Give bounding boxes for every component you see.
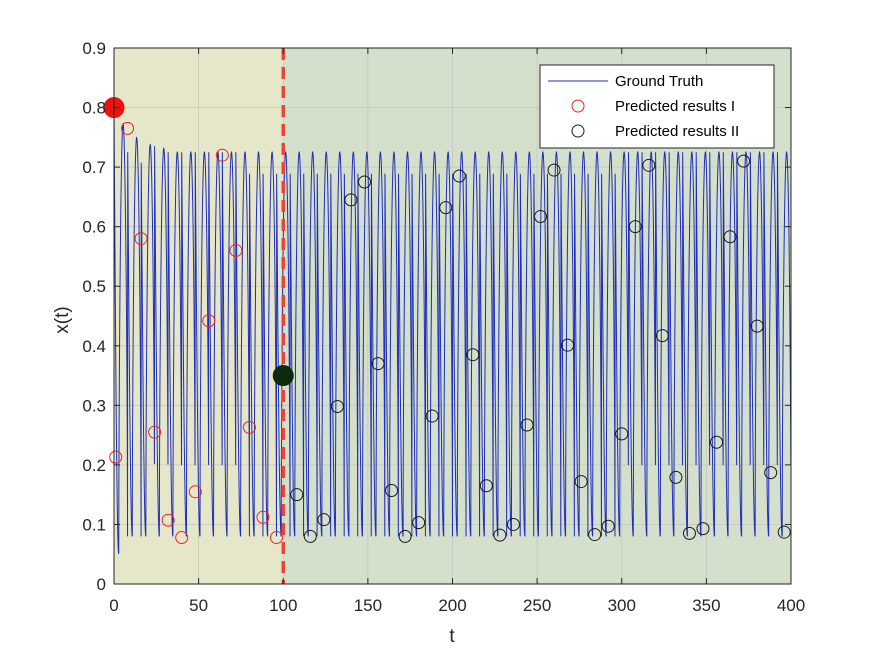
x-tick-label: 100 [269, 596, 297, 615]
predicted-ii-point [750, 319, 764, 333]
predicted-ii-point [303, 529, 317, 543]
legend-swatch-marker [571, 99, 585, 113]
legend-box [539, 64, 775, 149]
legend: Ground Truth Predicted results I Predicted… [539, 64, 775, 149]
predicted-ii-point [777, 525, 791, 539]
predicted-i-point [229, 243, 243, 257]
x-tick-label: 150 [354, 596, 382, 615]
predicted-ii-point [493, 528, 507, 542]
predicted-i-point [134, 232, 148, 246]
predicted-i-point [256, 510, 270, 524]
y-tick-label: 0 [97, 575, 106, 594]
predicted-ii-point [520, 418, 534, 432]
series-lines [113, 107, 792, 554]
y-tick-label: 0.4 [82, 337, 106, 356]
predicted-i-point [161, 513, 175, 527]
predicted-ii-point [398, 529, 412, 543]
x-tick-label: 350 [692, 596, 720, 615]
x-tick-label: 50 [189, 596, 208, 615]
predicted-ii-point [710, 435, 724, 449]
predicted-ii-point [601, 519, 615, 533]
series-markers [109, 121, 791, 545]
predicted-ii-point [357, 175, 371, 189]
predicted-ii-point [344, 193, 358, 207]
predicted-ii-point [588, 528, 602, 542]
x-axis-label: t [449, 626, 455, 647]
predicted-i-point [269, 531, 283, 545]
predicted-i-point [215, 148, 229, 162]
predicted-ii-point [534, 210, 548, 224]
y-tick-label: 0.6 [82, 218, 106, 237]
predicted-i-point [109, 450, 123, 464]
predicted-ii-point [385, 483, 399, 497]
axes [113, 47, 792, 585]
legend-entry-label: Ground Truth [615, 73, 703, 90]
predicted-ii-point [628, 220, 642, 234]
series-ground-truth-line [113, 107, 792, 554]
predicted-i-point [148, 425, 162, 439]
highlight-point-2 [272, 365, 294, 387]
predicted-i-point [242, 420, 256, 434]
predicted-ii-point [574, 475, 588, 489]
x-tick-label: 0 [109, 596, 118, 615]
x-tick-label: 400 [777, 596, 805, 615]
predicted-ii-point [317, 513, 331, 527]
predicted-i-point [175, 531, 189, 545]
x-tick-label: 300 [608, 596, 636, 615]
predicted-i-point [188, 485, 202, 499]
predicted-ii-point [655, 329, 669, 343]
y-tick-label: 0.3 [82, 396, 106, 415]
predicted-ii-point [506, 517, 520, 531]
predicted-ii-point [737, 154, 751, 168]
x-tick-label: 250 [523, 596, 551, 615]
predicted-ii-point [682, 526, 696, 540]
y-tick-label: 0.9 [82, 39, 106, 58]
predicted-ii-point [290, 488, 304, 502]
predicted-ii-point [452, 169, 466, 183]
tick-labels: 0 50 100 150 200 250 300 350 400 0 0.1 0.2 0.3 0.4 0.5… [82, 39, 805, 615]
y-tick-label: 0.1 [82, 515, 106, 534]
predicted-ii-point [642, 158, 656, 172]
predicted-ii-point [696, 522, 710, 536]
predicted-ii-point [764, 466, 778, 480]
predicted-ii-point [425, 409, 439, 423]
y-tick-label: 0.8 [82, 99, 106, 118]
predicted-i-point [202, 314, 216, 328]
predicted-ii-point [439, 201, 453, 215]
predicted-ii-point [466, 348, 480, 362]
predicted-ii-point [547, 163, 561, 177]
y-axis-label: x(t) [52, 306, 73, 333]
predicted-ii-point [412, 516, 426, 530]
legend-swatch-marker [571, 124, 585, 138]
y-tick-label: 0.7 [82, 158, 106, 177]
predicted-i-point [121, 121, 135, 135]
y-tick-label: 0.5 [82, 277, 106, 296]
predicted-ii-point [723, 230, 737, 244]
predicted-ii-point [561, 338, 575, 352]
predicted-ii-point [615, 427, 629, 441]
x-tick-label: 200 [438, 596, 466, 615]
legend-entry-label: Predicted results II [615, 123, 739, 140]
predicted-ii-point [371, 357, 385, 371]
predicted-ii-point [669, 470, 683, 484]
predicted-ii-point [479, 479, 493, 493]
y-tick-label: 0.2 [82, 456, 106, 475]
predicted-ii-point [330, 400, 344, 414]
legend-entry-label: Predicted results I [615, 98, 735, 115]
